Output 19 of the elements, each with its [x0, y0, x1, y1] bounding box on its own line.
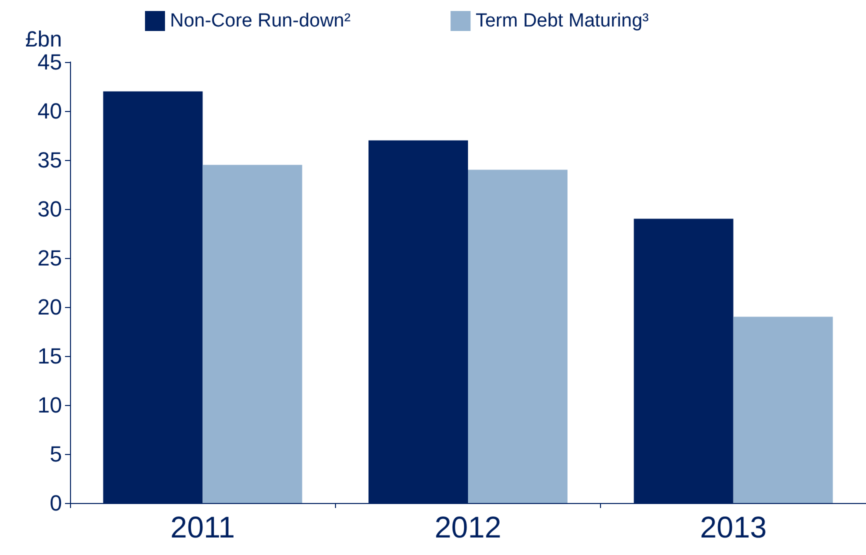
y-tick-label: 10 — [38, 392, 62, 418]
y-tick-label: 40 — [38, 98, 62, 124]
bar — [733, 316, 833, 503]
y-tick-label: 35 — [38, 148, 62, 172]
y-tick-label: 0 — [50, 490, 62, 516]
bar — [468, 170, 568, 503]
x-tick-label: 2012 — [434, 512, 502, 544]
y-tick-label: 30 — [38, 196, 62, 222]
y-tick-label: 25 — [38, 246, 62, 270]
bar — [202, 164, 302, 503]
x-tick-label: 2013 — [700, 512, 767, 544]
y-axis-title: £bn — [25, 26, 62, 52]
y-tick-label: 45 — [38, 50, 62, 74]
y-tick-label: 5 — [50, 442, 62, 466]
legend-label: Non-Core Run-down² — [170, 10, 351, 32]
x-tick-label: 2011 — [170, 512, 235, 544]
legend-label: Term Debt Maturing³ — [476, 10, 649, 32]
y-tick-label: 20 — [38, 294, 62, 320]
y-tick-label: 15 — [38, 344, 62, 368]
